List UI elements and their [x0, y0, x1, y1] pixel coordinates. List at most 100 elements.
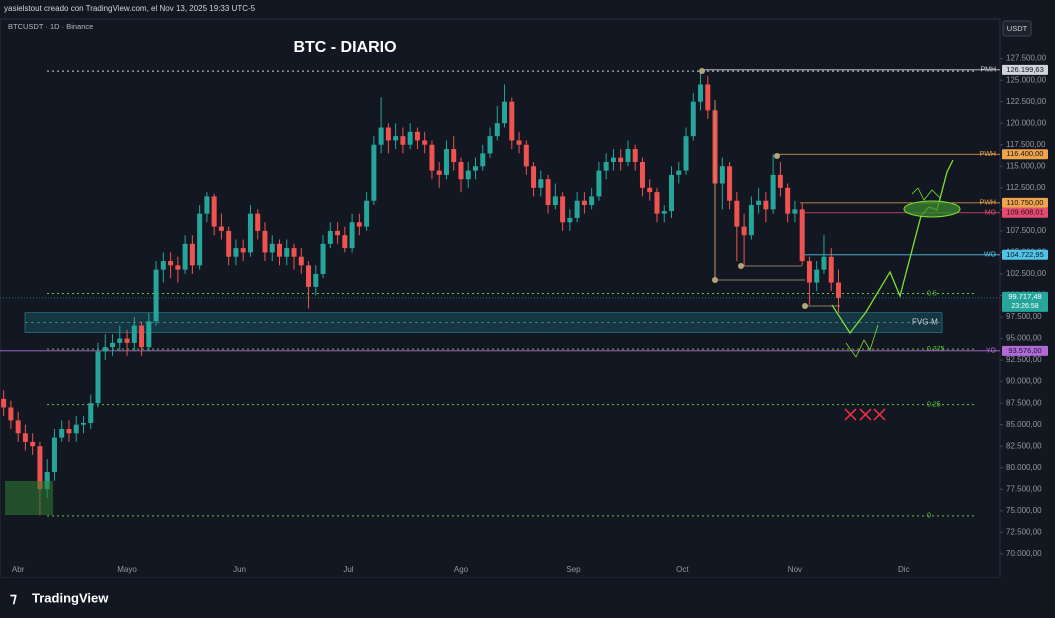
- currency-button[interactable]: [1002, 20, 1032, 37]
- annotation-dots: [699, 68, 808, 309]
- candle-body: [690, 101, 696, 137]
- candle-body: [625, 149, 631, 162]
- candle-body: [80, 422, 86, 425]
- candle-body: [182, 243, 188, 270]
- y-tick-label: 97.500,00: [1006, 312, 1042, 321]
- y-tick-label: 90.000,00: [1006, 377, 1042, 386]
- candle-body: [436, 170, 442, 175]
- candle-body: [458, 161, 464, 180]
- candle-body: [414, 131, 420, 141]
- y-tick-label: 92.500,00: [1006, 355, 1042, 364]
- currency-label[interactable]: USDT: [1007, 24, 1028, 33]
- x-tick-label: Jul: [343, 565, 353, 574]
- x-tick-label: Oct: [676, 565, 689, 574]
- y-tick-label: 80.000,00: [1006, 463, 1042, 472]
- candle-body: [727, 166, 733, 201]
- y-tick-label: 70.000,00: [1006, 549, 1042, 558]
- candle-body: [618, 157, 624, 162]
- level-name: MO: [985, 210, 997, 217]
- projection-wave: [911, 175, 947, 201]
- candle-body: [698, 84, 704, 102]
- fib-label: 0: [927, 513, 931, 520]
- price-tag: [1002, 64, 1048, 75]
- footer-brand: TradingView: [32, 590, 109, 605]
- y-tick-label: 127.500,00: [1006, 54, 1047, 63]
- candle-body: [465, 170, 471, 180]
- candle-body: [160, 261, 166, 270]
- candle-body: [589, 196, 595, 206]
- candle-body: [44, 472, 50, 490]
- level-name: WO: [984, 252, 997, 259]
- fib-label: 0.5: [927, 290, 937, 297]
- level-name: PWH: [980, 151, 996, 158]
- candle-body: [110, 342, 116, 348]
- candle-body: [443, 149, 449, 175]
- plot-area: [0, 18, 1001, 579]
- candle-body: [538, 179, 544, 188]
- candle-body: [814, 269, 820, 283]
- candle-body: [531, 166, 537, 188]
- x-tick-label: Jun: [233, 565, 246, 574]
- candle-body: [567, 217, 573, 223]
- candle-body: [342, 235, 348, 249]
- y-tick-label: 95.000,00: [1006, 334, 1042, 343]
- candle-body: [581, 200, 587, 206]
- y-tick-label: 82.500,00: [1006, 441, 1042, 450]
- price-tag: [1002, 149, 1048, 160]
- candle-body: [400, 136, 406, 145]
- invalidation-marks: [844, 408, 886, 421]
- y-tick-label: 125.000,00: [1006, 75, 1047, 84]
- price-tag: [1002, 197, 1048, 208]
- candle-body: [37, 446, 43, 490]
- annotation-lines: [714, 100, 840, 307]
- target-ellipse: [903, 200, 961, 218]
- candle-body: [291, 248, 297, 257]
- price-tag-label: 109.608,01: [1006, 208, 1044, 217]
- candle-body: [821, 256, 827, 270]
- last-price-label: 99.717,48: [1008, 292, 1041, 301]
- candle-body: [480, 153, 486, 167]
- candle-body: [393, 136, 399, 141]
- candle-body: [494, 123, 500, 137]
- y-tick-label: 122.500,00: [1006, 97, 1047, 106]
- x-tick-label: Ago: [454, 565, 469, 574]
- fib-label: 0.25: [927, 401, 941, 408]
- price-tag-label: 93.576,00: [1008, 346, 1041, 355]
- candle-body: [131, 325, 137, 343]
- candle-body: [95, 351, 101, 404]
- candle-body: [197, 213, 203, 266]
- candle-body: [204, 196, 210, 214]
- candle-body: [451, 149, 457, 162]
- candle-body: [792, 209, 798, 214]
- candle-body: [15, 420, 21, 434]
- candle-body: [741, 226, 747, 236]
- level-name: PMH: [980, 67, 996, 74]
- candle-body: [639, 161, 645, 188]
- y-tick-label: 72.500,00: [1006, 527, 1042, 536]
- candle-body: [422, 140, 428, 145]
- candle-body: [276, 243, 282, 257]
- candle-body: [574, 200, 580, 218]
- candle-body: [327, 230, 333, 244]
- footer-bar: [0, 578, 1055, 618]
- candle-body: [552, 196, 558, 206]
- candle-body: [320, 243, 326, 274]
- candle-body: [364, 200, 370, 227]
- candle-body: [284, 248, 290, 257]
- candle-body: [262, 230, 268, 253]
- subtitle: BTCUSDT · 1D · Binance: [8, 22, 93, 31]
- candle-body: [298, 256, 304, 266]
- candle-body: [487, 136, 493, 154]
- candle-body: [30, 441, 36, 447]
- candle-body: [516, 140, 522, 145]
- candle-body: [777, 174, 783, 188]
- price-tag-label: 110.750,00: [1007, 198, 1044, 207]
- candle-body: [676, 170, 682, 175]
- x-tick-label: Mayo: [117, 565, 137, 574]
- footer-logo: ⁊: [10, 590, 17, 606]
- x-tick-label: Dic: [898, 565, 910, 574]
- fvg-label: FVG-M: [912, 318, 938, 327]
- candle-body: [734, 200, 740, 227]
- candle-body: [785, 187, 791, 214]
